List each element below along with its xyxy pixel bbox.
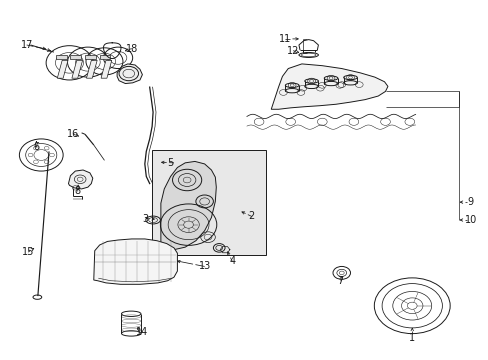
Text: 7: 7 [337, 276, 343, 286]
Text: 11: 11 [278, 34, 290, 44]
Text: 8: 8 [75, 186, 81, 197]
Text: 14: 14 [136, 327, 148, 337]
Text: 12: 12 [286, 46, 299, 56]
Polygon shape [271, 64, 387, 109]
Polygon shape [161, 161, 216, 249]
Text: 2: 2 [248, 211, 254, 221]
Bar [100, 55, 110, 59]
Text: 13: 13 [198, 261, 210, 271]
Text: 18: 18 [125, 44, 138, 54]
Polygon shape [117, 64, 142, 84]
Polygon shape [57, 60, 68, 78]
Polygon shape [94, 239, 177, 284]
Text: 4: 4 [229, 256, 235, 266]
Polygon shape [68, 170, 93, 189]
Text: 10: 10 [464, 215, 476, 225]
Bar [152, 150, 266, 255]
Text: 6: 6 [33, 142, 40, 152]
Bar [70, 55, 81, 59]
Bar [56, 55, 66, 59]
Text: 9: 9 [467, 197, 473, 207]
Text: 5: 5 [167, 158, 173, 168]
Polygon shape [86, 60, 97, 78]
Text: 3: 3 [142, 213, 148, 224]
Polygon shape [72, 60, 82, 78]
Bar [85, 55, 96, 59]
Text: 17: 17 [20, 40, 33, 50]
Text: 1: 1 [408, 333, 414, 343]
Text: 16: 16 [67, 129, 80, 139]
Polygon shape [101, 60, 112, 78]
Text: 15: 15 [22, 247, 34, 257]
